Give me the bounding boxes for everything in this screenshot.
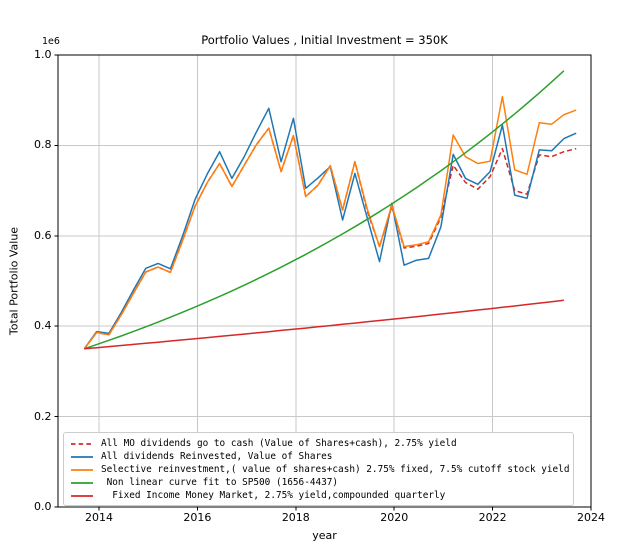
y-tick-label: 0.6 — [34, 228, 52, 242]
x-tick-label: 2022 — [478, 511, 507, 524]
axes-frame — [57, 54, 592, 508]
legend-item: Fixed Income Money Market, 2.75% yield,c… — [71, 489, 573, 502]
legend-line-sample-selective-reinvestment-value-of-shares-c — [71, 468, 93, 471]
series-line-all-mo-dividends-go-to-cash-value-of-sha — [83, 127, 577, 350]
legend-label: All MO dividends go to cash (Value of Sh… — [101, 438, 457, 450]
x-tick-label: 2020 — [380, 511, 409, 524]
legend-label: Selective reinvestment,( value of shares… — [101, 464, 570, 476]
y-tick-label: 0.8 — [34, 138, 52, 152]
legend: All MO dividends go to cash (Value of Sh… — [63, 432, 574, 506]
legend-line-sample-fixed-income-money-market-2-75-yield-com — [71, 495, 93, 497]
series-line-fixed-income-money-market-2-75-yield-com — [84, 299, 564, 350]
y-axis-offset-label: 1e6 — [42, 36, 60, 47]
legend-line-sample-non-linear-curve-fit-to-sp500-1656-4437 — [71, 481, 93, 484]
y-tick-label: 0.0 — [34, 500, 52, 513]
x-axis-label: year — [312, 529, 337, 542]
y-tick-label: 1.0 — [34, 48, 52, 61]
x-tick-label: 2014 — [85, 511, 114, 524]
legend-label: Fixed Income Money Market, 2.75% yield,c… — [101, 490, 446, 502]
legend-line-sample-all-dividends-reinvested-value-of-shares — [71, 455, 93, 458]
chart-title: Portfolio Values , Initial Investment = … — [201, 33, 448, 47]
legend-label: All dividends Reinvested, Value of Share… — [101, 451, 333, 463]
series-line-non-linear-curve-fit-to-sp500-1656-4437 — [84, 70, 565, 350]
x-tick-label: 2016 — [183, 511, 212, 524]
legend-item: Selective reinvestment,( value of shares… — [71, 463, 573, 476]
series-line-all-dividends-reinvested-value-of-shares — [83, 107, 577, 350]
x-tick-label: 2024 — [577, 511, 605, 524]
legend-item: All MO dividends go to cash (Value of Sh… — [71, 437, 573, 450]
legend-line-sample-all-mo-dividends-go-to-cash-value-of-sha — [71, 442, 93, 445]
y-tick-label: 0.4 — [34, 319, 52, 333]
legend-item: Non linear curve fit to SP500 (1656-4437… — [71, 476, 573, 489]
series-line-selective-reinvestment-value-of-shares-c — [83, 95, 577, 350]
legend-item: All dividends Reinvested, Value of Share… — [71, 450, 573, 463]
y-tick-label: 0.2 — [34, 409, 52, 423]
legend-label: Non linear curve fit to SP500 (1656-4437… — [101, 477, 339, 489]
x-tick-label: 2018 — [281, 511, 310, 524]
